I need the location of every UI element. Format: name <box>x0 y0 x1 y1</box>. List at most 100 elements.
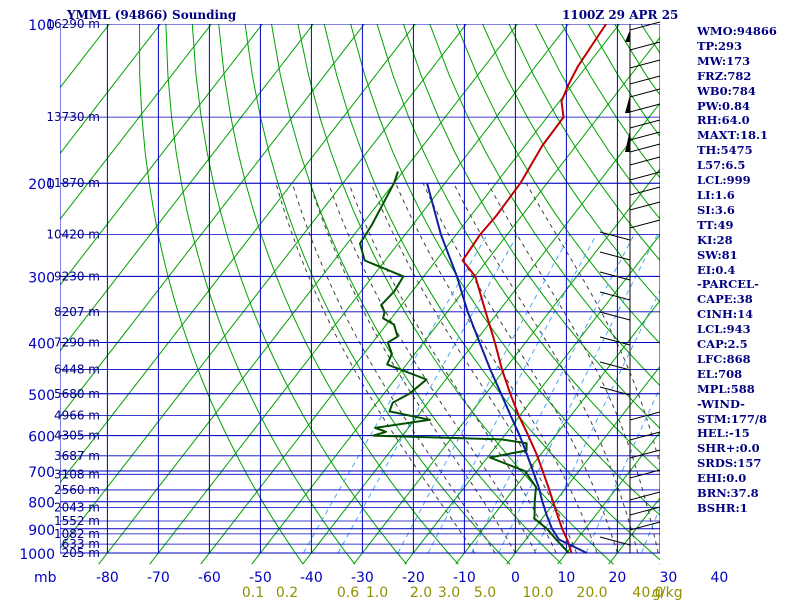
wind-barb <box>629 41 661 51</box>
height-label: 6448 m <box>54 363 100 377</box>
wind-barb <box>629 103 661 113</box>
temperature-tick-label: -60 <box>198 570 221 586</box>
stat-line: KI:28 <box>697 232 733 247</box>
moist-adiabat-line <box>309 183 516 554</box>
isotherm-line <box>200 24 621 565</box>
isotherm-line <box>149 24 570 565</box>
isotherm-line <box>557 431 660 565</box>
wind-barb <box>629 521 661 531</box>
mixing-ratio-label: 40.0 <box>632 585 663 600</box>
dry-adiabat-line <box>323 24 660 561</box>
wind-barb <box>629 21 661 31</box>
temperature-tick-label: 20 <box>608 570 626 586</box>
wind-barb <box>629 88 661 98</box>
dry-adiabat-line <box>244 24 511 565</box>
pressure-tick-label: 500 <box>28 388 55 404</box>
stat-line: WB0:784 <box>697 83 756 98</box>
mixing-ratio-line <box>427 234 597 554</box>
wind-barb <box>599 361 631 371</box>
stat-line: MAXT:18.1 <box>697 128 768 143</box>
dry-adiabat-line <box>297 24 614 565</box>
dry-adiabat-line <box>350 24 660 516</box>
temperature-tick-label: 10 <box>557 570 575 586</box>
stat-line: MW:173 <box>697 53 751 68</box>
pressure-tick-label: 300 <box>28 270 55 286</box>
stat-line: STM:177/8 <box>697 411 768 426</box>
wind-barb <box>629 119 661 129</box>
dry-adiabat-line <box>218 24 459 565</box>
wind-flag <box>625 95 630 113</box>
stat-line: LCL:943 <box>697 322 751 337</box>
temperature-profile <box>461 24 607 554</box>
temperature-tick-label: 40 <box>710 570 728 586</box>
stat-line: -PARCEL- <box>697 277 759 292</box>
height-label: 4305 m <box>54 429 100 443</box>
pressure-tick-label: 200 <box>28 177 55 193</box>
wind-barb <box>599 311 631 321</box>
wind-barb <box>599 231 631 241</box>
wind-barb <box>629 431 661 441</box>
dry-adiabat-line <box>191 24 407 565</box>
stat-line: EL:708 <box>697 366 743 381</box>
height-label: 1082 m <box>54 527 100 541</box>
stat-line: CAPE:38 <box>697 292 753 307</box>
stat-line: TT:49 <box>697 217 734 232</box>
wind-barb <box>629 411 661 421</box>
isotherm-line <box>60 24 366 418</box>
mixing-ratio-label: 3.0 <box>438 585 460 600</box>
temperature-tick-label: 0 <box>511 570 520 586</box>
mixing-ratio-label: 1.0 <box>366 585 388 600</box>
height-label: 8207 m <box>54 305 100 319</box>
height-label: 633 m <box>62 537 100 551</box>
dry-adiabat-line <box>165 24 356 565</box>
wind-flag <box>625 130 630 152</box>
mixing-ratio-line <box>498 234 658 554</box>
stat-line: FRZ:782 <box>697 68 752 83</box>
moist-adiabat-line <box>422 182 618 554</box>
moist-adiabat-line <box>453 182 639 554</box>
stat-line: BSHR:1 <box>697 501 748 515</box>
wind-barb <box>629 469 661 479</box>
mixing-ratio-label: 20.0 <box>576 585 607 600</box>
mixing-ratio-line <box>397 234 571 554</box>
parcel-path <box>426 182 588 554</box>
mixing-ratio-label: 0.6 <box>337 585 359 600</box>
dry-adiabat-line <box>429 24 660 387</box>
height-label: 2560 m <box>54 483 100 497</box>
moist-adiabat-line <box>291 183 496 554</box>
isotherm-line <box>60 24 264 286</box>
height-label: 10420 m <box>46 228 100 242</box>
wind-barb <box>629 131 661 141</box>
wind-barb <box>629 219 661 229</box>
pressure-tick-label: 900 <box>28 523 55 539</box>
stat-line: TP:293 <box>697 38 743 53</box>
pressure-tick-label: 400 <box>28 336 55 352</box>
height-label: 3687 m <box>54 449 100 463</box>
stat-line: HEL:-15 <box>697 426 750 441</box>
dry-adiabat-line <box>271 24 563 565</box>
wind-barb <box>629 143 661 153</box>
isotherm-line <box>60 24 162 155</box>
wind-barb <box>599 291 631 301</box>
wind-barb <box>629 186 661 196</box>
pressure-tick-label: 600 <box>28 430 55 446</box>
mixing-ratio-label: 0.1 <box>242 585 264 600</box>
stat-line: EHI:0.0 <box>697 471 747 486</box>
height-label: 3108 m <box>54 467 100 481</box>
isotherm-line <box>60 24 315 352</box>
height-label: 7290 m <box>54 335 100 349</box>
chart-title: YMML (94866) Sounding <box>67 8 237 22</box>
isotherm-line <box>60 24 417 484</box>
stat-line: TH:5475 <box>697 143 753 158</box>
isotherm-line <box>506 365 660 565</box>
stat-line: -WIND- <box>697 396 745 411</box>
isotherm-line <box>98 24 519 565</box>
mixing-ratio-label: 2.0 <box>410 585 432 600</box>
wind-barb <box>629 156 661 166</box>
temperature-tick-label: -70 <box>147 570 170 586</box>
height-label: 5680 m <box>54 387 100 401</box>
height-label: 205 m <box>62 546 100 560</box>
stat-line: PW:0.84 <box>697 98 751 113</box>
wind-barb <box>599 386 631 396</box>
